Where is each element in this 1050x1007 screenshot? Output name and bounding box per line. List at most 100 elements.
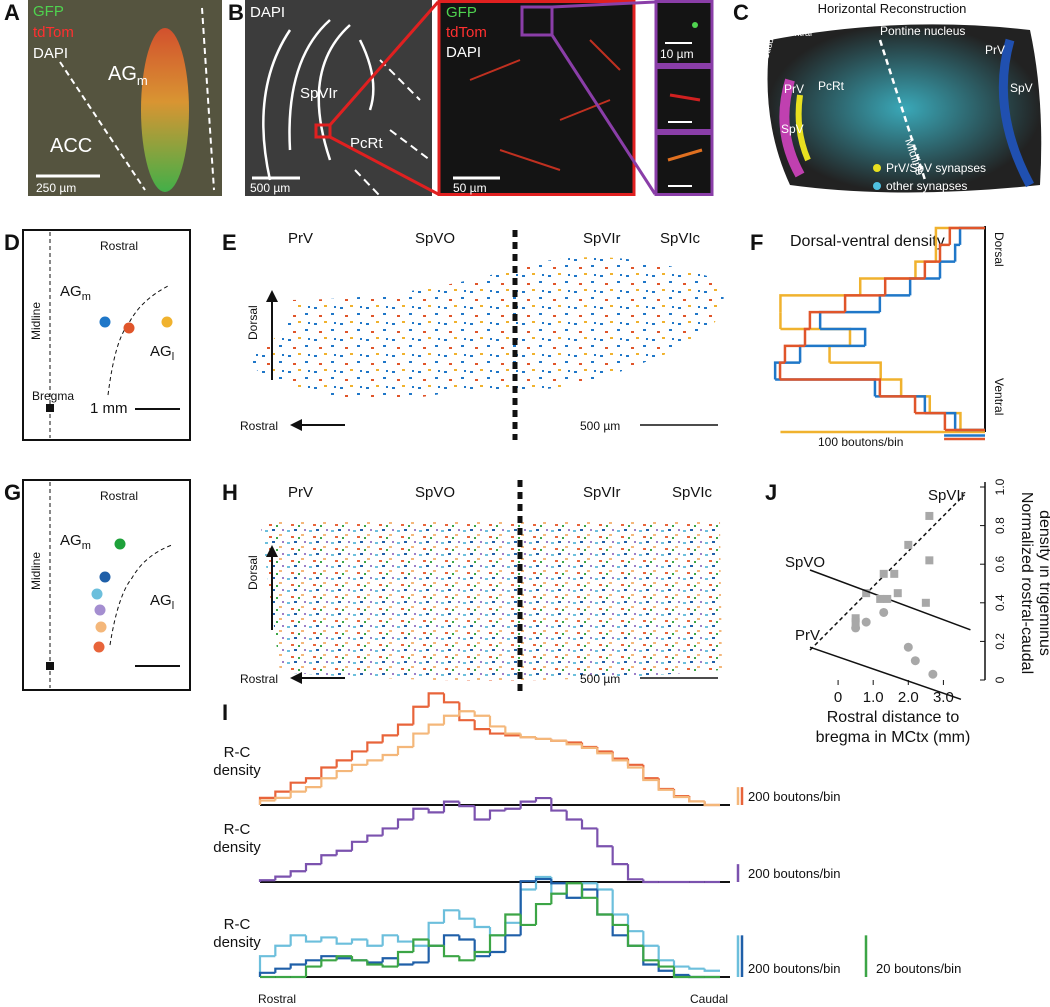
rostral-label: Rostral: [100, 489, 138, 503]
panel-title: Dorsal-ventral density: [790, 233, 945, 250]
stain-label: tdTom: [446, 24, 487, 41]
histogram-step: [778, 361, 785, 380]
histogram-step: [289, 963, 306, 969]
axis-label: Rostral: [258, 992, 296, 1006]
axis-label: Ventral: [992, 378, 1006, 415]
histogram-step: [488, 809, 506, 820]
injection-site: [95, 621, 107, 633]
histogram-step: [320, 766, 337, 779]
y-axis-label: density: [213, 762, 261, 779]
histogram-step: [458, 935, 475, 941]
legend-label: PrV/SpV synapses: [886, 161, 986, 175]
histogram-step: [550, 738, 567, 742]
label-base: AG: [150, 343, 172, 360]
histogram-step: [938, 260, 956, 279]
region-label: PrV: [784, 82, 804, 96]
histogram-step: [519, 800, 536, 809]
region-label: ACC: [50, 135, 92, 157]
histogram-step: [596, 746, 613, 753]
region-label: PrV: [985, 43, 1005, 57]
bouton-cloud: [240, 257, 724, 400]
histogram-step: [519, 888, 536, 923]
micrograph: [654, 132, 714, 196]
histogram-step: [958, 226, 985, 245]
panel-b: B DAPI SpVIr PcRt 500 µm GFP tdTom DAPI …: [228, 0, 714, 197]
scale-label: 250 µm: [36, 181, 76, 195]
midline-label: Midline: [29, 552, 43, 590]
series-label: SpVIr: [928, 487, 966, 504]
scatter-point: [925, 556, 934, 565]
scatter-point: [851, 623, 861, 633]
histogram-step: [519, 733, 536, 739]
region-label: PrV: [288, 484, 313, 501]
zoom-box: [314, 123, 332, 139]
histogram-step: [818, 310, 880, 329]
histogram-step: [773, 361, 801, 380]
y-tick-label: 0.2: [993, 633, 1007, 650]
histogram-step: [304, 959, 322, 965]
arrowhead: [266, 545, 278, 557]
compass-label: Ventral: [784, 28, 812, 38]
stain-label: GFP: [446, 4, 477, 21]
injection-site: [99, 571, 111, 583]
y-axis-label: density in trigeminus: [1036, 510, 1050, 656]
histogram-step: [274, 796, 291, 801]
histogram-step: [335, 849, 352, 856]
histogram-step: [504, 726, 521, 735]
region-label: AGm: [60, 283, 91, 303]
label-sub: l: [172, 351, 174, 363]
histogram-step: [473, 711, 490, 717]
histogram-step: [534, 875, 552, 890]
region-label: PcRt: [350, 135, 383, 152]
scatter-point: [851, 618, 860, 627]
scatter-point: [921, 598, 930, 607]
injection-site: [94, 604, 106, 616]
histogram-step: [458, 702, 475, 722]
histogram-step: [672, 788, 690, 798]
panel-letter: F: [750, 230, 763, 255]
histogram-step: [580, 742, 598, 749]
histogram-step: [642, 764, 659, 780]
injection-site: [114, 538, 126, 550]
histogram-step: [320, 854, 337, 865]
histogram-step: [442, 934, 460, 946]
panel-letter: J: [765, 480, 777, 505]
histogram-step: [396, 935, 414, 943]
zoom-box: [520, 5, 554, 37]
arrowhead: [290, 419, 302, 431]
label-base: AG: [150, 592, 172, 609]
micrograph: [28, 0, 222, 196]
panel-e: E PrV SpVO SpVIr SpVIc Dorsal Rostral 50…: [222, 230, 724, 440]
axon: [469, 39, 621, 171]
histogram-step: [596, 828, 613, 848]
label-sub: l: [172, 600, 174, 612]
zoom-line: [328, 1, 440, 126]
histogram-step: [948, 226, 985, 245]
histogram-step: [550, 892, 567, 905]
histogram-step: [442, 714, 460, 725]
histogram-step: [427, 944, 444, 963]
region-label: SpV: [781, 122, 804, 136]
scatter-point: [904, 540, 913, 549]
histogram-step: [488, 934, 506, 952]
histogram-step: [703, 968, 720, 972]
histogram-step: [672, 789, 690, 799]
label-sub: m: [82, 291, 91, 303]
histogram-step: [580, 888, 598, 898]
histogram-step: [381, 827, 398, 836]
histogram-step: [396, 958, 414, 966]
x-axis-label: Rostral distance to: [827, 709, 960, 726]
histogram-step: [550, 798, 567, 812]
histogram-step: [473, 939, 490, 958]
histogram-step: [427, 808, 444, 814]
axis-label: Dorsal: [246, 305, 260, 340]
label-base: AG: [60, 283, 82, 300]
panel-letter: D: [4, 230, 20, 255]
panel-g: G Midline Rostral AGm AGl: [4, 479, 191, 691]
histogram-step: [427, 921, 444, 946]
histogram-step: [396, 745, 414, 755]
bregma-marker: [46, 662, 54, 670]
axis-label: Caudal: [690, 992, 728, 1006]
y-tick-label: 0.6: [993, 556, 1007, 573]
